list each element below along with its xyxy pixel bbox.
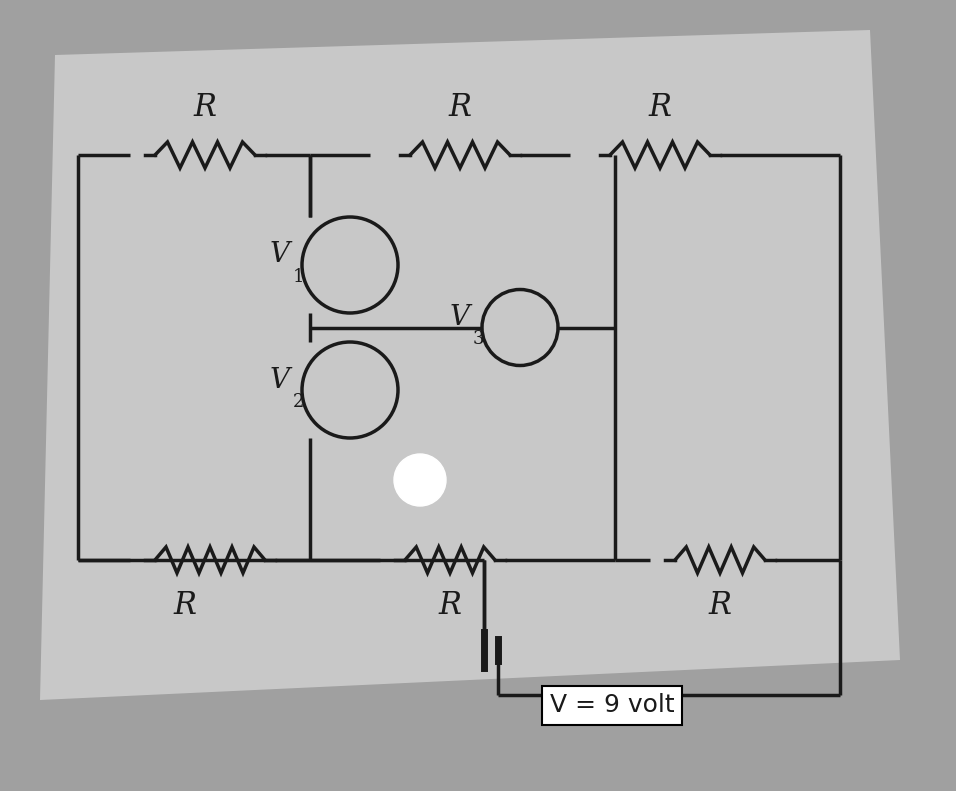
Text: R: R [448, 92, 471, 123]
Text: R: R [193, 92, 216, 123]
Polygon shape [40, 30, 900, 700]
Text: 1: 1 [293, 268, 304, 286]
Circle shape [394, 454, 446, 506]
Text: 3: 3 [472, 331, 484, 349]
Text: 2: 2 [293, 393, 304, 411]
Text: R: R [708, 590, 731, 621]
Text: R: R [173, 590, 197, 621]
Text: V: V [270, 366, 290, 393]
Text: V = 9 volt: V = 9 volt [550, 693, 675, 717]
Text: R: R [648, 92, 671, 123]
Text: V: V [450, 304, 470, 331]
Text: R: R [439, 590, 462, 621]
Text: V: V [270, 241, 290, 268]
